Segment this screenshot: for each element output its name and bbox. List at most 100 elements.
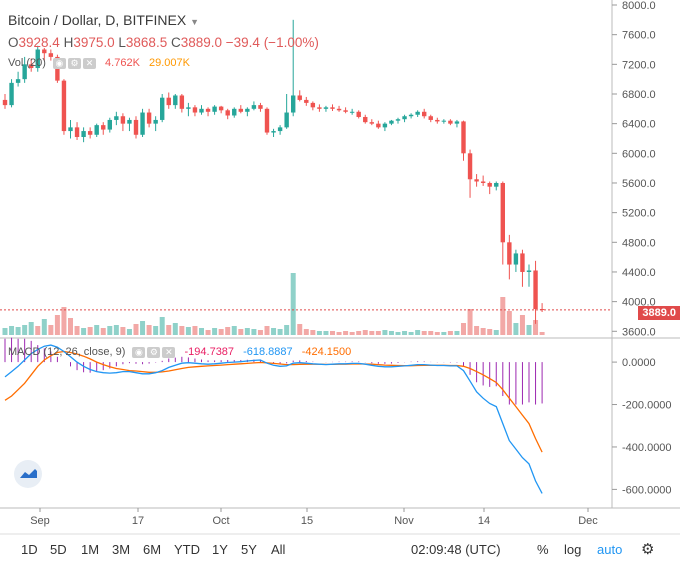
utc-clock[interactable]: 02:09:48 (UTC) (411, 542, 501, 557)
candle-body (428, 116, 433, 120)
macd-label: MACD (12, 26, close, 9) (8, 346, 126, 358)
eye-icon[interactable]: ◉ (132, 346, 146, 358)
range-1m-button[interactable]: 1M (81, 542, 100, 557)
time-tick-label: 15 (301, 515, 313, 527)
volume-bar (461, 323, 466, 335)
volume-bar (506, 311, 512, 335)
volume-bar (388, 331, 394, 335)
volume-bar (218, 329, 224, 335)
eye-icon[interactable]: ◉ (52, 57, 66, 69)
gear-icon[interactable]: ⚙ (67, 57, 81, 69)
volume-bar (402, 331, 408, 335)
gear-icon[interactable]: ⚙ (147, 346, 161, 358)
low-value: 3868.5 (125, 35, 168, 50)
candle-body (389, 120, 394, 124)
candle-body (238, 108, 243, 112)
volume-bar (382, 330, 388, 335)
candle-body (284, 112, 289, 128)
range-5y-button[interactable]: 5Y (241, 542, 257, 557)
close-icon[interactable]: ✕ (162, 346, 176, 358)
volume-bar (500, 297, 506, 335)
candle-body (48, 53, 54, 57)
range-5d-button[interactable]: 5D (50, 542, 67, 557)
candle-body (277, 127, 283, 132)
range-3m-button[interactable]: 3M (112, 542, 131, 557)
price-tick-label: 3600.0 (622, 326, 656, 338)
candle-body (2, 99, 8, 106)
volume-bar (74, 326, 80, 335)
high-value: 3975.0 (73, 35, 115, 50)
volume-bar (120, 327, 126, 335)
log-toggle[interactable]: log (564, 542, 582, 557)
range-1y-button[interactable]: 1Y (212, 542, 228, 557)
auto-toggle[interactable]: auto (597, 542, 623, 557)
candle-body (199, 108, 204, 113)
close-icon[interactable]: ✕ (82, 57, 96, 69)
candle-body (160, 97, 165, 120)
candle-body (304, 99, 309, 103)
volume-bar (434, 332, 440, 335)
volume-bar (172, 323, 178, 335)
candle-body (500, 182, 505, 243)
candle-body (336, 108, 342, 111)
candle-body (35, 49, 40, 69)
macd-line-value: -618.8887 (243, 346, 293, 358)
candle-body (42, 49, 47, 54)
logo-icon-graphic (20, 469, 37, 478)
volume-bar (277, 329, 283, 335)
symbol-legend[interactable]: Bitcoin / Dollar, D, BITFINEX ▼ (8, 12, 199, 28)
low-label: L (118, 35, 126, 50)
logo-icon[interactable] (14, 460, 42, 488)
volume-bar (87, 327, 93, 335)
volume-bar (140, 321, 146, 335)
percent-toggle[interactable]: % (537, 542, 549, 557)
candle-body (526, 270, 532, 272)
volume-bar (487, 329, 493, 335)
range-6m-button[interactable]: 6M (143, 542, 162, 557)
macd-legend[interactable]: MACD (12, 26, close, 9) ◉ ⚙ ✕ -194.7387 -6… (8, 346, 351, 358)
candle-body (61, 80, 67, 132)
volume-bar (519, 315, 525, 335)
volume-bar (303, 329, 309, 335)
price-tick-label: 6400.0 (622, 119, 656, 131)
volume-bar (257, 330, 263, 335)
candle-body (454, 121, 460, 124)
volume-bar (539, 332, 545, 335)
settings-gear-icon[interactable]: ⚙ (641, 541, 655, 558)
volume-bar (133, 324, 139, 335)
volume-bar (68, 318, 73, 335)
time-tick-label: Oct (212, 515, 229, 527)
candle-body (232, 108, 237, 116)
candle-body (107, 119, 112, 130)
volume-bar (126, 329, 132, 335)
volume-bar (251, 329, 257, 335)
volume-value: 4.762K (105, 57, 140, 69)
price-tick-label: 6000.0 (622, 148, 656, 160)
range-1d-button[interactable]: 1D (21, 542, 38, 557)
range-ytd-button[interactable]: YTD (174, 542, 200, 557)
volume-bar (205, 330, 211, 335)
volume-bar (441, 332, 447, 335)
volume-bar (349, 332, 355, 335)
macd-hist-value: -194.7387 (184, 346, 235, 358)
volume-bar (316, 331, 322, 335)
candle-body (127, 119, 132, 124)
volume-bar (113, 325, 119, 335)
range-all-button[interactable]: All (271, 542, 286, 557)
volume-legend[interactable]: Vol (20) ◉ ⚙ ✕ 4.762K 29.007K (8, 57, 190, 69)
macd-tick-label: 0.0000 (622, 357, 656, 369)
chevron-down-icon[interactable]: ▼ (190, 17, 200, 27)
volume-bar (467, 309, 473, 335)
volume-bar (107, 326, 113, 335)
price-tick-label: 5200.0 (622, 208, 656, 220)
candle-body (422, 111, 427, 117)
candle-body (68, 127, 73, 132)
volume-bar (35, 326, 41, 335)
volume-buttons: ◉ ⚙ ✕ (52, 57, 98, 69)
time-tick-label: 14 (478, 515, 490, 527)
time-tick-label: 17 (132, 515, 144, 527)
volume-bar (428, 331, 434, 335)
volume-bar (330, 331, 335, 335)
